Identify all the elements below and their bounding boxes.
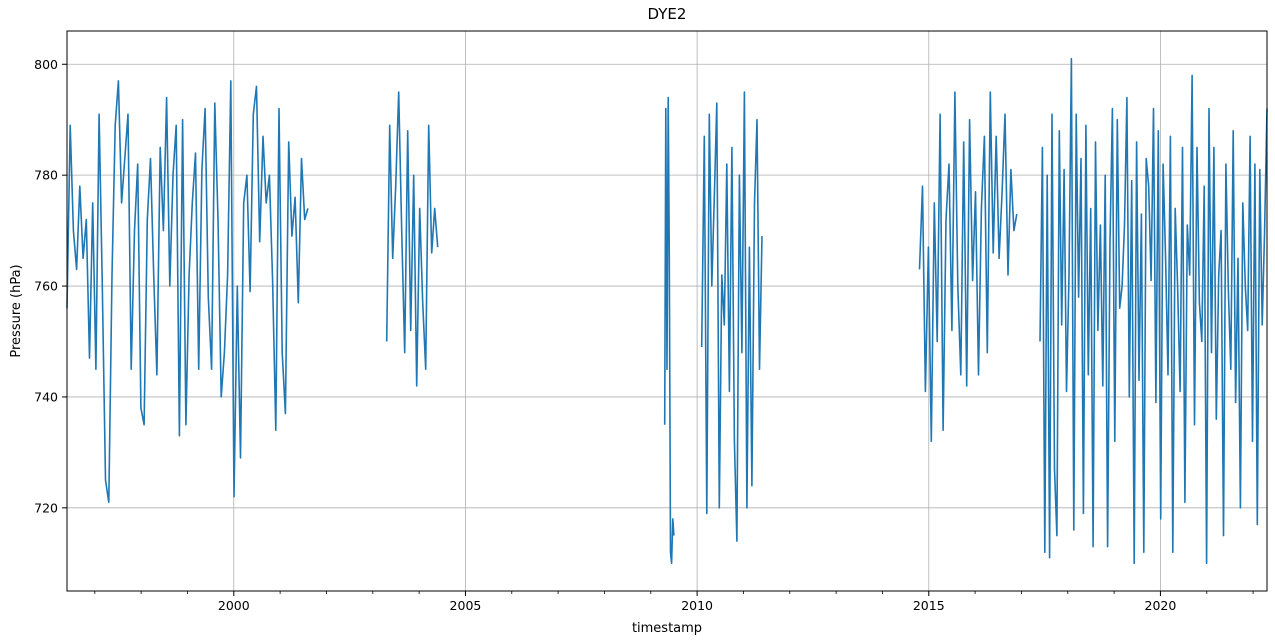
x-axis: 2000 2005 2010 2015 2020 (94, 591, 1254, 613)
y-tick-label: 740 (34, 389, 58, 404)
series-segment-5 (918, 91, 1018, 443)
series-segment-4 (700, 91, 763, 542)
series-pressure (66, 57, 1268, 565)
y-tick-label: 760 (34, 279, 58, 294)
x-tick-label: 2000 (218, 598, 250, 613)
y-axis: 720 740 760 780 800 (34, 57, 67, 515)
x-tick-label: 2015 (913, 598, 945, 613)
y-tick-label: 780 (34, 168, 58, 183)
y-tick-label: 800 (34, 57, 58, 72)
series-segment-6 (1039, 57, 1268, 565)
x-tick-label: 2020 (1145, 598, 1177, 613)
x-axis-label: timestamp (632, 621, 702, 636)
grid-lines (67, 31, 1267, 591)
x-tick-label: 2010 (681, 598, 713, 613)
y-axis-label: Pressure (hPa) (9, 264, 24, 357)
series-segment-3 (663, 96, 675, 565)
series-segment-2 (385, 91, 439, 387)
series-segment-1 (66, 80, 309, 504)
x-tick-label: 2005 (450, 598, 482, 613)
chart-title: DYE2 (648, 5, 687, 23)
y-tick-label: 720 (34, 500, 58, 515)
plot-frame (66, 30, 1268, 592)
